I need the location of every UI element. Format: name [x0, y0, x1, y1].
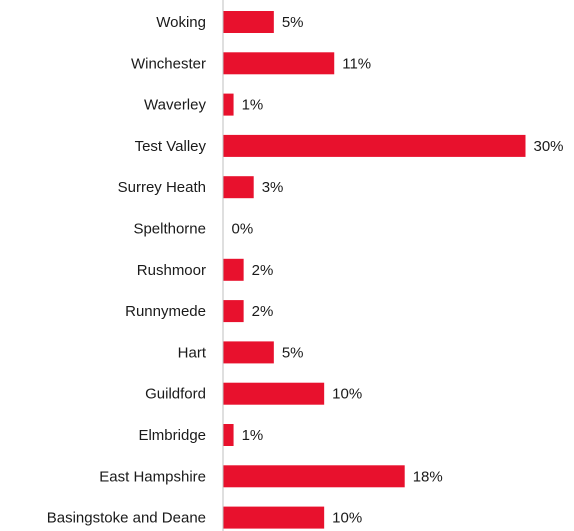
value-label: 0% — [232, 221, 254, 238]
bar — [223, 506, 325, 529]
value-label: 5% — [282, 14, 304, 31]
value-label: 5% — [282, 344, 304, 361]
value-label: 10% — [332, 386, 362, 403]
bar — [223, 93, 234, 116]
bar — [223, 176, 254, 199]
category-label: Elmbridge — [138, 427, 206, 444]
category-label: Test Valley — [135, 138, 207, 155]
category-label: Guildford — [145, 386, 206, 403]
category-label: Winchester — [131, 55, 206, 72]
value-label: 10% — [332, 510, 362, 527]
value-label: 1% — [242, 427, 264, 444]
category-label: Woking — [156, 14, 206, 31]
value-label: 1% — [242, 97, 264, 114]
category-label: Rushmoor — [137, 262, 206, 279]
value-label: 2% — [252, 262, 274, 279]
value-label: 11% — [342, 55, 371, 72]
bar — [223, 300, 244, 323]
bar — [223, 465, 405, 488]
value-label: 2% — [252, 303, 274, 320]
category-label: Surrey Heath — [118, 179, 206, 196]
category-label: Spelthorne — [133, 221, 206, 238]
bar — [223, 341, 274, 364]
bar — [223, 52, 335, 75]
value-label: 30% — [534, 138, 564, 155]
category-label: Basingstoke and Deane — [47, 510, 206, 527]
bar — [223, 258, 244, 281]
bar — [223, 424, 234, 446]
category-label: Runnymede — [125, 303, 206, 320]
value-label: 3% — [262, 179, 284, 196]
category-label: Hart — [178, 344, 207, 361]
bar — [223, 382, 325, 405]
bar — [223, 134, 526, 157]
category-label: Waverley — [144, 97, 206, 114]
value-label: 18% — [413, 468, 443, 485]
bar — [223, 11, 274, 33]
category-label: East Hampshire — [99, 468, 206, 485]
